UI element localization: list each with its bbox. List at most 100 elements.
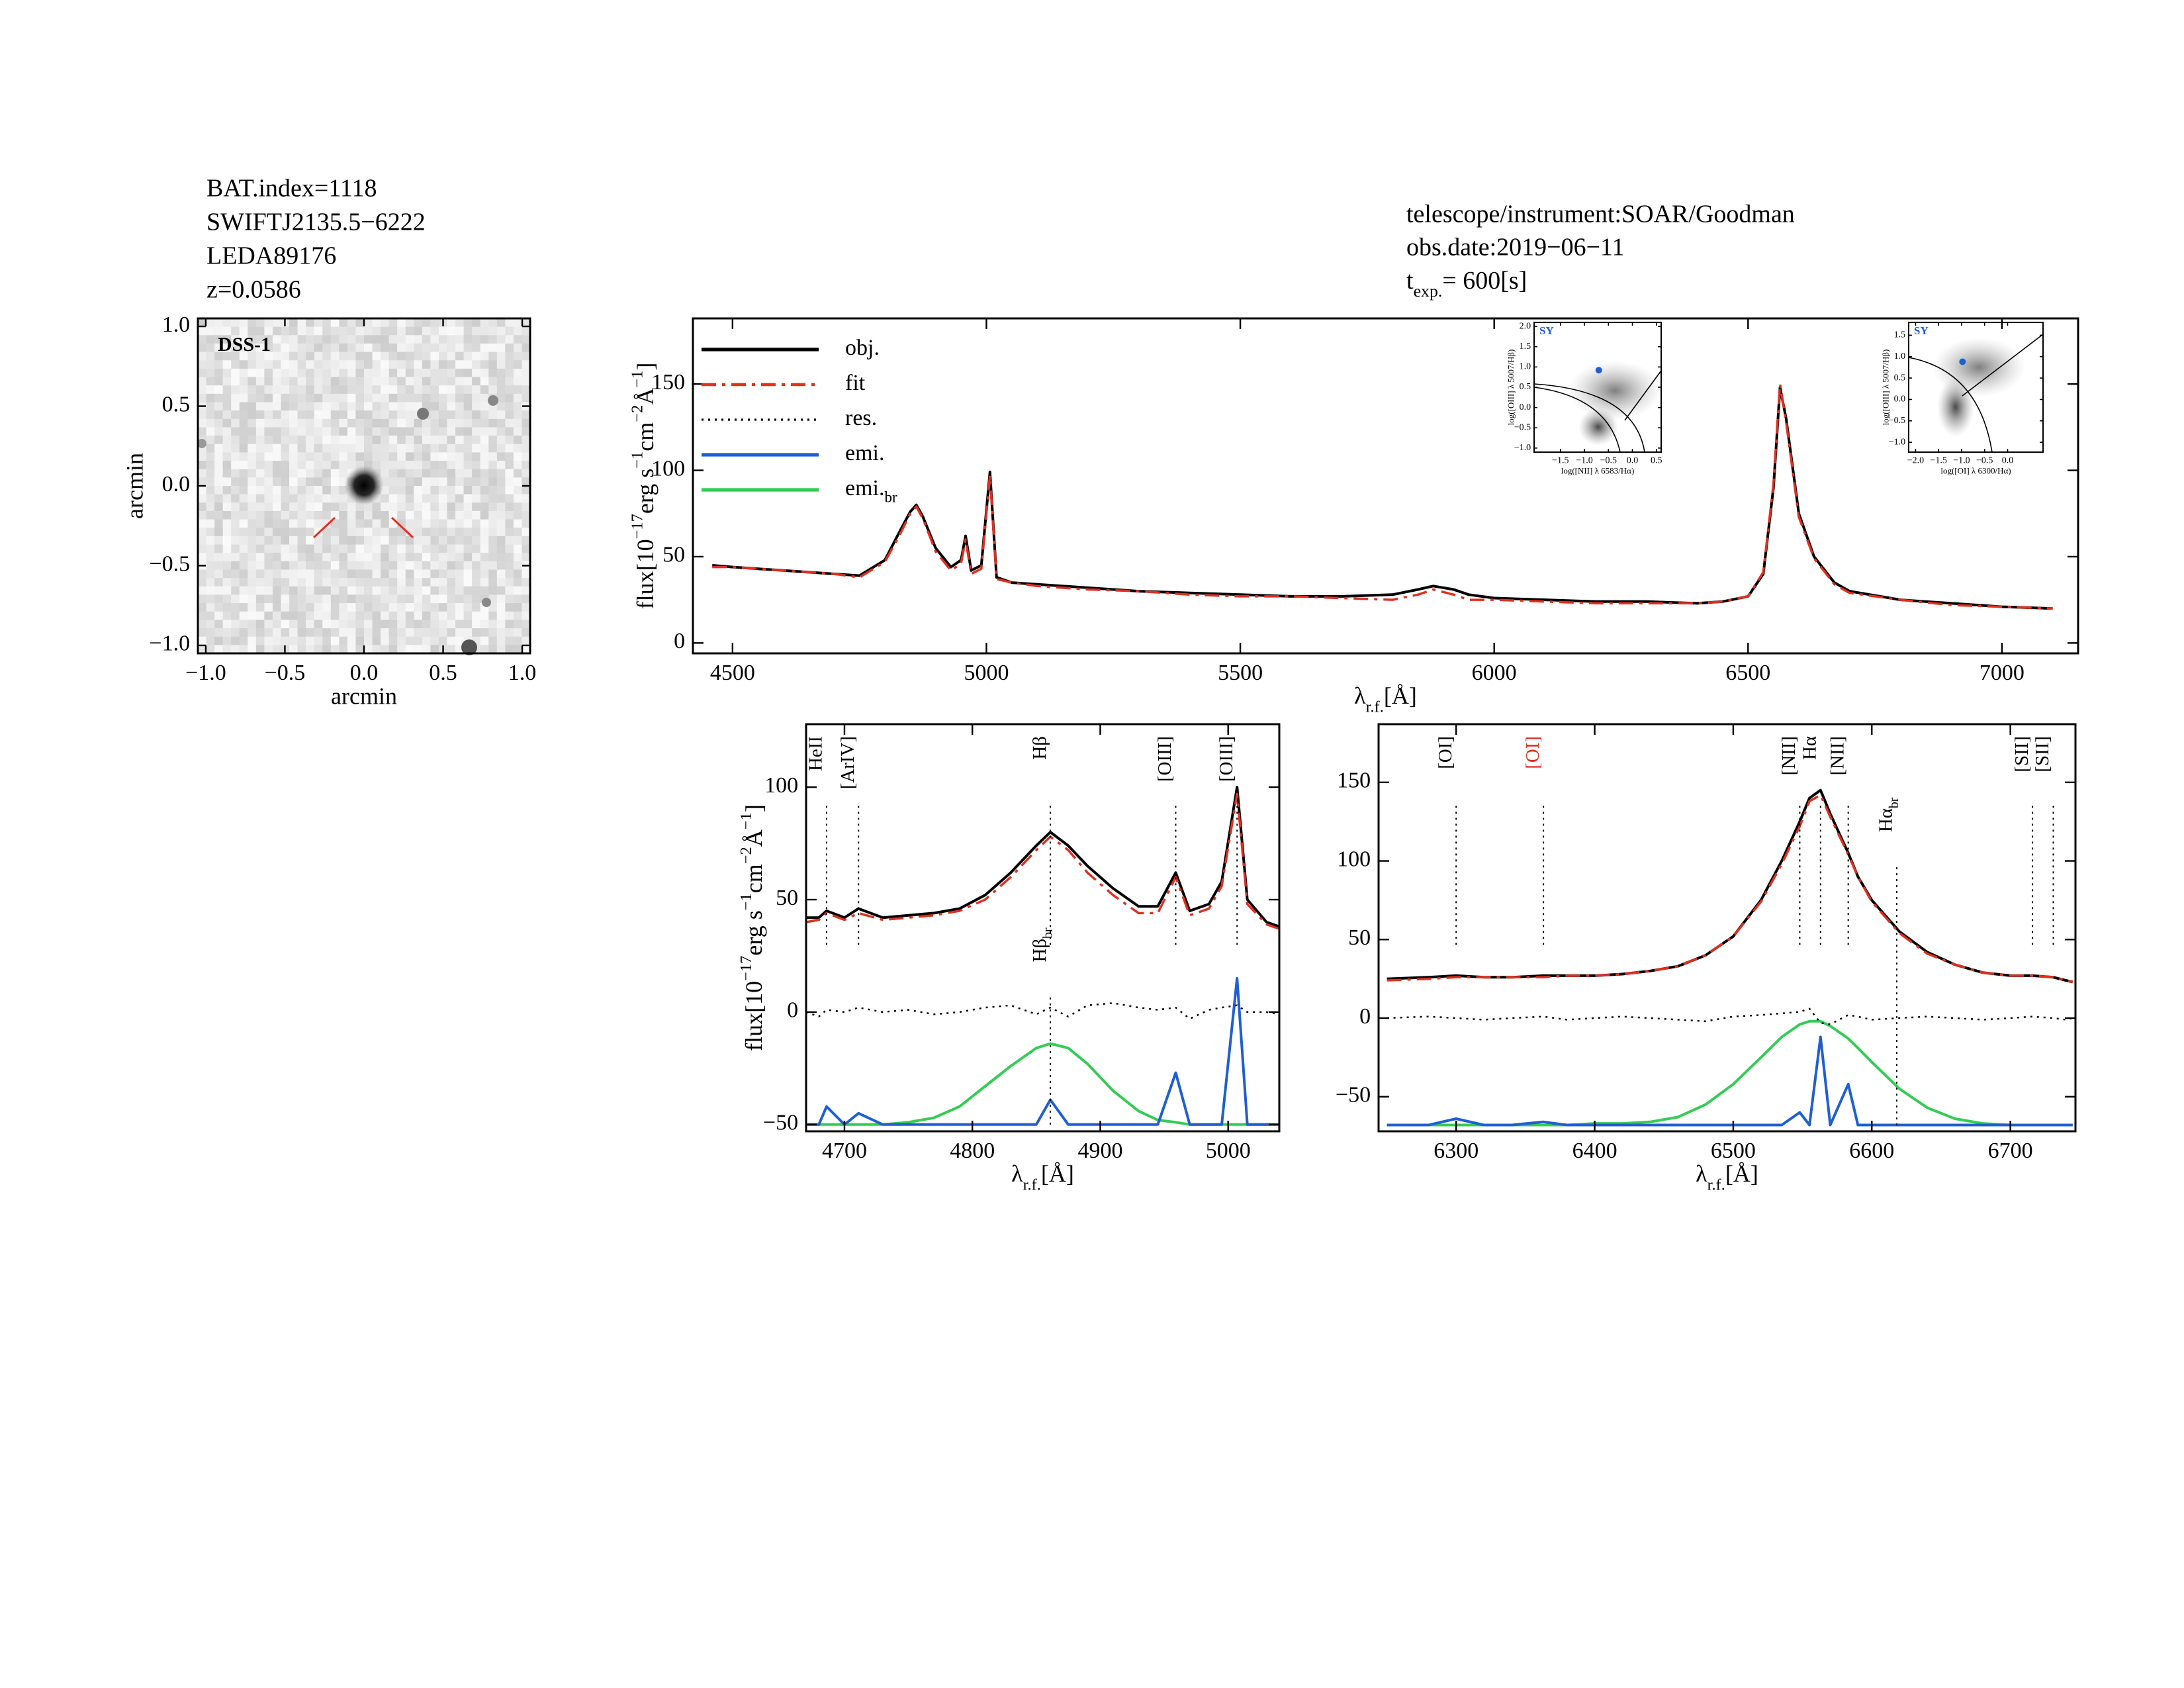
- pixel: [522, 510, 531, 520]
- pixel: [264, 318, 273, 328]
- pixel: [198, 318, 207, 328]
- y-tick-label: 150: [1337, 769, 1371, 793]
- pixel: [281, 578, 290, 587]
- pixel: [480, 569, 489, 579]
- pixel: [239, 510, 248, 520]
- pixel: [198, 528, 207, 537]
- pixel: [414, 360, 423, 369]
- pixel: [347, 352, 356, 361]
- x-tick-label: 0.5: [1651, 456, 1662, 466]
- pixel: [447, 544, 456, 553]
- pixel: [206, 603, 215, 612]
- pixel: [388, 377, 398, 386]
- pixel: [322, 318, 332, 328]
- pixel: [397, 645, 406, 654]
- pixel: [297, 318, 306, 328]
- pixel: [255, 461, 265, 470]
- pixel: [289, 553, 298, 562]
- pixel: [297, 477, 306, 487]
- pixel: [430, 636, 439, 645]
- pixel: [381, 603, 390, 612]
- pixel: [281, 519, 290, 528]
- pixel: [289, 494, 298, 503]
- pixel: [330, 477, 340, 487]
- y-axis-label-part: −2: [737, 847, 754, 864]
- pixel: [414, 510, 423, 520]
- pixel: [463, 586, 473, 595]
- pixel: [414, 335, 423, 344]
- pixel: [206, 343, 215, 353]
- pixel: [513, 352, 522, 361]
- pixel: [372, 352, 381, 361]
- pixel: [289, 436, 298, 445]
- pixel: [222, 544, 232, 553]
- pixel: [239, 561, 248, 570]
- pixel: [472, 477, 481, 487]
- pixel: [422, 620, 431, 629]
- pixel: [447, 536, 456, 545]
- pixel: [272, 519, 281, 528]
- pixel: [231, 343, 240, 353]
- pixel: [505, 418, 514, 428]
- pixel: [322, 352, 332, 361]
- pixel: [264, 528, 273, 537]
- pixel: [364, 553, 373, 562]
- pixel: [248, 502, 257, 512]
- pixel: [347, 410, 356, 420]
- pixel: [198, 477, 207, 487]
- pixel: [480, 368, 489, 378]
- pixel: [255, 528, 265, 537]
- pixel: [281, 377, 290, 386]
- pixel: [248, 603, 257, 612]
- pixel: [239, 360, 248, 369]
- pixel: [264, 510, 273, 520]
- x-tick-label: −1.0: [1953, 456, 1970, 466]
- pixel: [372, 444, 381, 453]
- x-tick-label: 4800: [950, 1139, 995, 1163]
- pixel: [198, 628, 207, 637]
- pixel: [198, 645, 207, 654]
- pixel: [281, 393, 290, 402]
- pixel: [231, 561, 240, 570]
- pixel: [347, 628, 356, 637]
- pixel: [306, 620, 315, 629]
- pixel: [480, 620, 489, 629]
- pixel: [314, 494, 323, 503]
- pixel: [281, 528, 290, 537]
- pixel: [505, 377, 514, 386]
- pixel: [414, 586, 423, 595]
- pixel: [381, 536, 390, 545]
- pixel: [198, 578, 207, 587]
- pixel: [372, 536, 381, 545]
- pixel: [455, 636, 465, 645]
- pixel: [347, 519, 356, 528]
- pixel: [339, 452, 348, 461]
- pixel: [488, 536, 498, 545]
- pixel: [488, 477, 498, 487]
- line-label: Hαbr: [1875, 797, 1901, 832]
- pixel: [322, 553, 332, 562]
- pixel: [289, 594, 298, 604]
- pixel: [397, 368, 406, 378]
- line-label-part: [OIII]: [1154, 736, 1175, 782]
- pixel: [322, 469, 332, 478]
- pixel: [231, 360, 240, 369]
- pixel: [405, 569, 414, 579]
- pixel: [438, 628, 447, 637]
- pixel: [496, 343, 506, 353]
- pixel: [248, 444, 257, 453]
- pixel: [472, 335, 481, 344]
- pixel: [414, 368, 423, 378]
- pixel: [472, 519, 481, 528]
- pixel: [339, 519, 348, 528]
- pixel: [255, 486, 265, 495]
- pixel: [372, 452, 381, 461]
- pixel: [405, 326, 414, 336]
- demarcation-curve: [1908, 357, 1993, 453]
- pixel: [438, 427, 447, 436]
- x-tick-label: 6300: [1433, 1139, 1479, 1163]
- pixel: [422, 519, 431, 528]
- pixel: [480, 318, 489, 328]
- pixel: [248, 494, 257, 503]
- pixel: [264, 611, 273, 620]
